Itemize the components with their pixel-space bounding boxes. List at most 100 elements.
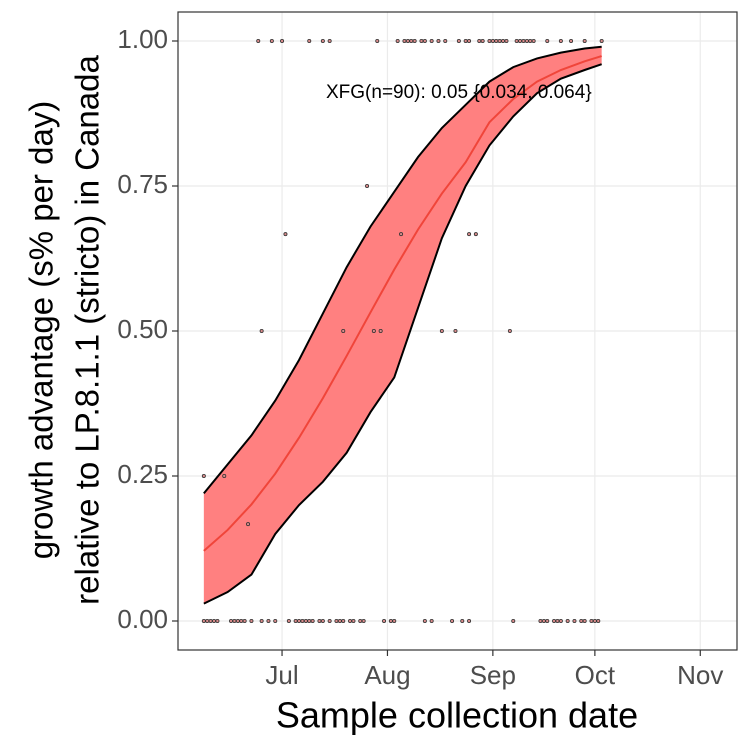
point <box>399 232 404 237</box>
point <box>235 619 240 624</box>
y-tick-label: 0.00 <box>117 604 168 634</box>
point <box>392 619 397 624</box>
point <box>467 39 472 44</box>
point <box>521 39 526 44</box>
point <box>212 619 217 624</box>
point <box>320 619 325 624</box>
point <box>208 619 213 624</box>
x-tick-label: Oct <box>575 660 616 690</box>
point <box>490 39 495 44</box>
point <box>351 619 356 624</box>
point <box>439 328 444 333</box>
x-tick-label: Nov <box>677 660 723 690</box>
point <box>348 619 353 624</box>
point <box>341 619 346 624</box>
point <box>259 328 264 333</box>
point <box>334 619 339 624</box>
point <box>504 39 509 44</box>
point <box>280 39 285 44</box>
point <box>565 619 570 624</box>
point <box>450 619 455 624</box>
point <box>443 39 448 44</box>
point <box>528 39 533 44</box>
point <box>222 473 227 478</box>
point <box>531 39 536 44</box>
point <box>419 39 424 44</box>
fit-line <box>203 55 602 552</box>
point <box>473 232 478 237</box>
point <box>497 39 502 44</box>
point <box>501 39 506 44</box>
point <box>412 39 417 44</box>
point <box>201 619 206 624</box>
point <box>266 619 271 624</box>
point <box>545 39 550 44</box>
point <box>579 619 584 624</box>
x-axis-title: Sample collection date <box>276 695 638 736</box>
x-tick-label: Aug <box>364 660 410 690</box>
point <box>215 619 220 624</box>
point <box>558 39 563 44</box>
point <box>303 619 308 624</box>
point <box>341 328 346 333</box>
point <box>382 619 387 624</box>
point <box>361 619 366 624</box>
point <box>456 39 461 44</box>
point <box>507 328 512 333</box>
point <box>514 39 519 44</box>
point <box>569 39 574 44</box>
point <box>582 619 587 624</box>
point <box>422 39 427 44</box>
point <box>283 232 288 237</box>
point <box>320 39 325 44</box>
point <box>307 39 312 44</box>
point <box>477 39 482 44</box>
point <box>463 39 468 44</box>
point <box>269 39 274 44</box>
point <box>460 619 465 624</box>
point <box>201 473 206 478</box>
point <box>327 619 332 624</box>
confidence-band <box>203 46 602 604</box>
y-axis-title: relative to LP.8.1.1 (stricto) in Canada <box>69 55 106 605</box>
point <box>317 619 322 624</box>
point <box>205 619 210 624</box>
point <box>429 39 434 44</box>
point <box>378 328 383 333</box>
panel-border <box>177 11 738 651</box>
point <box>467 619 472 624</box>
point <box>436 39 441 44</box>
point <box>572 619 577 624</box>
point <box>297 619 302 624</box>
point <box>365 183 370 188</box>
point <box>409 39 414 44</box>
point <box>592 619 597 624</box>
point <box>467 232 472 237</box>
point <box>395 39 400 44</box>
point <box>239 619 244 624</box>
point <box>358 619 363 624</box>
point <box>249 619 254 624</box>
point <box>596 619 601 624</box>
y-tick-label: 0.75 <box>117 169 168 199</box>
point <box>599 39 604 44</box>
y-axis-title: growth advantage (s% per day) <box>23 101 60 560</box>
point <box>582 39 587 44</box>
point <box>375 39 380 44</box>
x-tick-label: Sep <box>470 660 516 690</box>
point <box>558 619 563 624</box>
point <box>555 619 560 624</box>
point <box>256 39 261 44</box>
point <box>293 619 298 624</box>
point <box>453 328 458 333</box>
point <box>538 619 543 624</box>
point <box>480 39 485 44</box>
point <box>552 619 557 624</box>
point <box>300 619 305 624</box>
point <box>229 619 234 624</box>
point <box>589 619 594 624</box>
point <box>259 619 264 624</box>
point <box>371 328 376 333</box>
point <box>242 619 247 624</box>
